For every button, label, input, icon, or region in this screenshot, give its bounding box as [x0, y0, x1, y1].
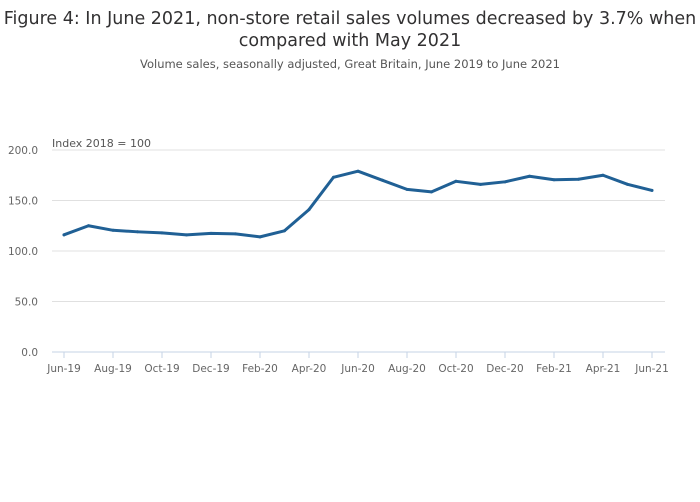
data-point	[528, 174, 531, 178]
x-tick-label: Aug-19	[94, 363, 132, 375]
y-tick-label: 100.0	[8, 246, 38, 258]
y-tick-label: 200.0	[8, 145, 38, 157]
data-point	[62, 233, 66, 237]
data-point	[87, 224, 90, 228]
x-tick-label: Apr-21	[586, 363, 621, 375]
x-tick-label: Feb-21	[536, 363, 572, 375]
data-point	[552, 178, 556, 182]
data-point	[405, 187, 409, 191]
x-tick-label: Jun-19	[46, 363, 81, 375]
x-tick-label: Apr-20	[292, 363, 327, 375]
data-point	[626, 182, 629, 186]
x-tick-label: Jun-21	[634, 363, 669, 375]
y-tick-label: 150.0	[8, 196, 38, 208]
data-point	[454, 179, 458, 183]
chart-subtitle: Volume sales, seasonally adjusted, Great…	[139, 57, 560, 71]
data-point	[332, 175, 335, 179]
y-axis-unit-label: Index 2018 = 100	[52, 137, 151, 150]
series-line	[62, 169, 654, 239]
data-point	[234, 232, 237, 236]
data-point	[209, 231, 213, 235]
x-tick-label: Oct-20	[438, 363, 473, 375]
data-point	[283, 229, 286, 233]
y-tick-label: 50.0	[15, 297, 38, 309]
data-point	[356, 169, 360, 173]
x-tick-label: Jun-20	[340, 363, 375, 375]
chart-title: Figure 4: In June 2021, non-store retail…	[3, 9, 697, 51]
data-point	[258, 235, 262, 239]
data-point	[307, 208, 311, 212]
x-tick-label: Feb-20	[242, 363, 278, 375]
data-point	[650, 188, 654, 192]
data-point	[185, 233, 188, 237]
data-point	[381, 178, 384, 182]
data-point	[601, 173, 605, 177]
x-tick-label: Dec-20	[486, 363, 523, 375]
data-point	[430, 190, 433, 194]
data-point	[160, 231, 164, 235]
data-point	[111, 228, 115, 232]
x-tick-label: Oct-19	[144, 363, 179, 375]
x-tick-label: Dec-19	[192, 363, 229, 375]
data-point	[136, 230, 139, 234]
y-tick-label: 0.0	[21, 347, 38, 359]
x-tick-label: Aug-20	[388, 363, 426, 375]
data-point	[479, 182, 482, 186]
data-point	[503, 180, 507, 184]
data-point	[577, 177, 580, 181]
